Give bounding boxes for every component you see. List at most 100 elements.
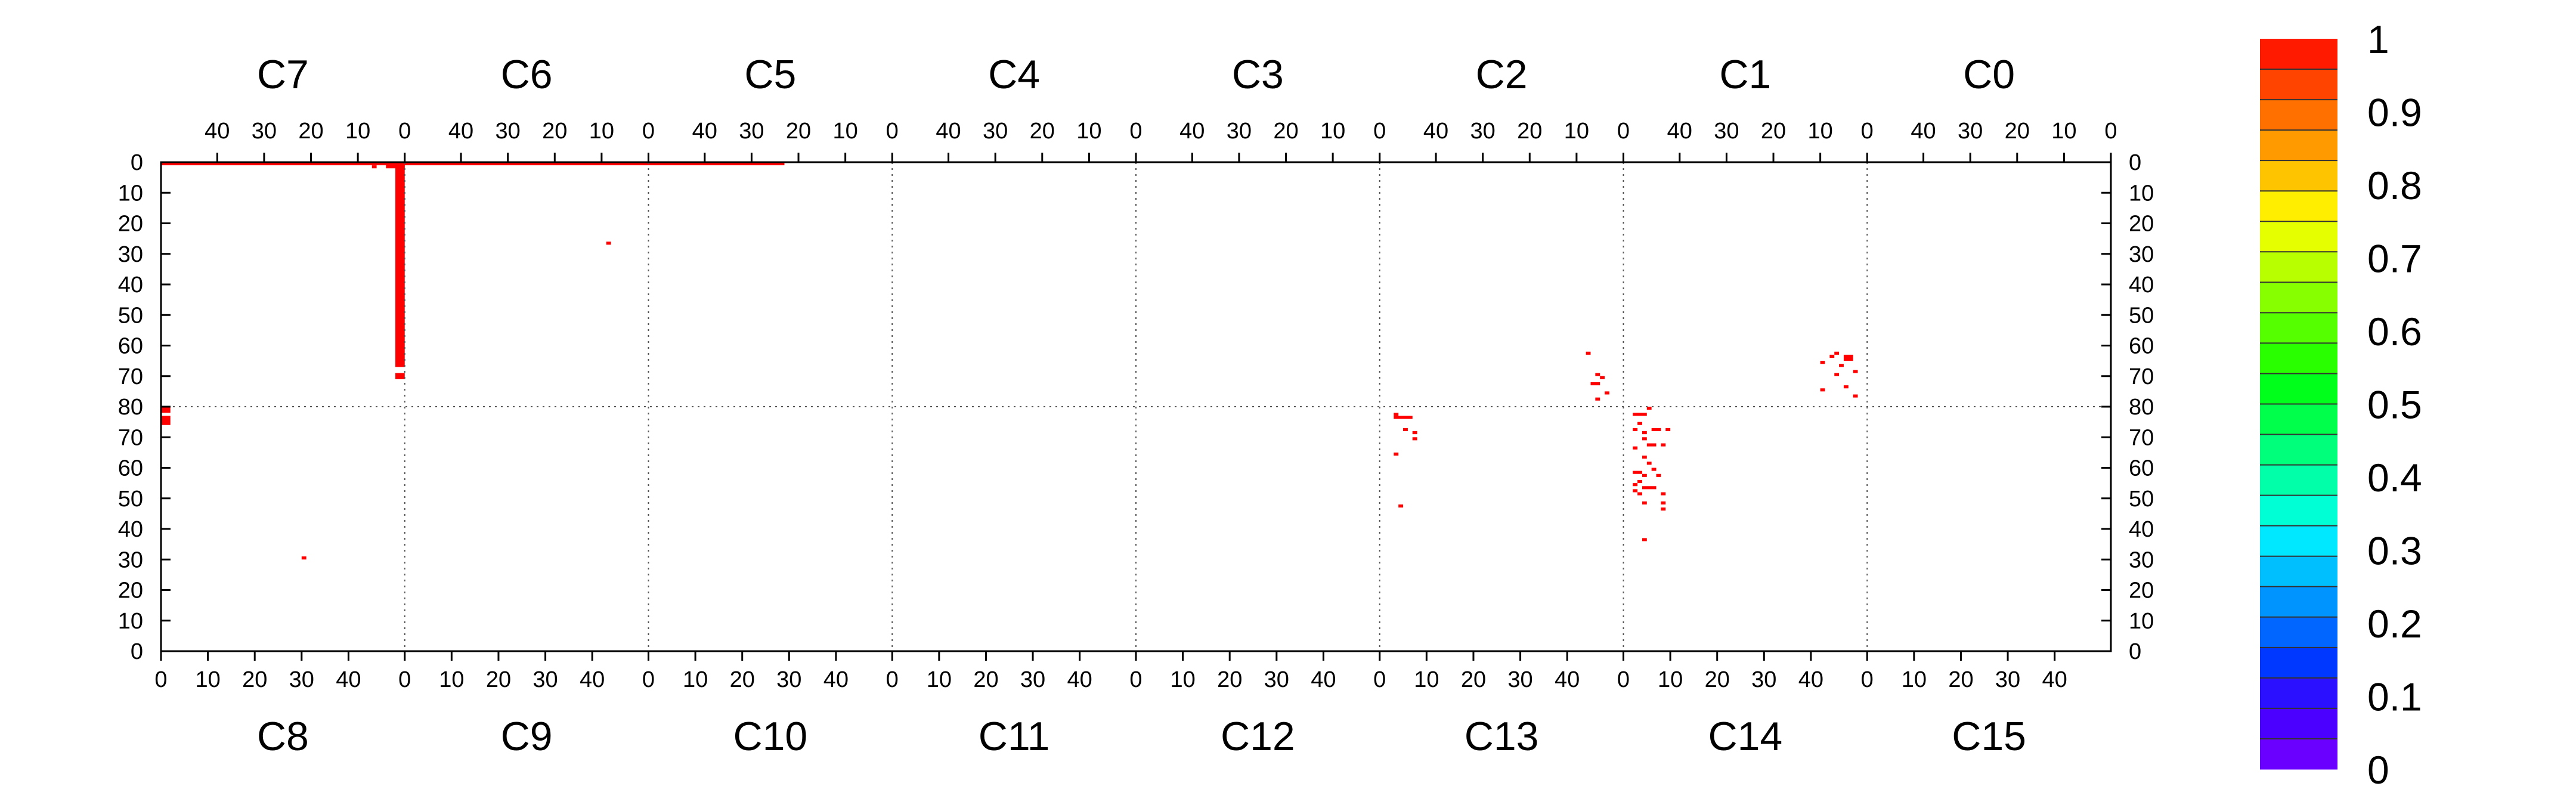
heatmap-cell [1646, 462, 1652, 465]
bottom-tick-label: 0 [886, 667, 899, 692]
heatmap-cell [1394, 416, 1413, 419]
top-tick-label: 0 [1129, 119, 1142, 144]
left-tick-label: 30 [118, 547, 143, 572]
top-tick-label: 40 [1911, 119, 1936, 144]
right-tick-label: 10 [2129, 609, 2154, 634]
bottom-tick-label: 20 [1217, 667, 1242, 692]
bottom-tick-label: 40 [1067, 667, 1092, 692]
bottom-tick-label: 10 [195, 667, 220, 692]
bottom-tick-label: 20 [730, 667, 755, 692]
bottom-section-label: C13 [1465, 714, 1539, 759]
heatmap-cell [161, 162, 405, 166]
heatmap-cell [1661, 501, 1666, 505]
bottom-tick-label: 0 [1373, 667, 1386, 692]
heatmap-cell [1403, 428, 1408, 432]
top-tick-label: 40 [692, 119, 717, 144]
colorbar-segment [2260, 312, 2337, 343]
top-section-label: C3 [1232, 52, 1284, 97]
heatmap-cell [1595, 373, 1600, 376]
heatmap-cell [1834, 373, 1840, 376]
top-tick-label: 40 [1423, 119, 1448, 144]
heatmap-cell [1642, 486, 1657, 490]
top-section-label: C6 [501, 52, 553, 97]
left-tick-label: 20 [118, 578, 143, 603]
heatmap-cell [1661, 492, 1666, 496]
colorbar-label: 0.2 [2367, 602, 2422, 646]
heatmap-cell [1633, 446, 1638, 450]
top-section-label: C4 [988, 52, 1040, 97]
heatmap-cell [1651, 428, 1661, 432]
top-tick-label: 30 [983, 119, 1008, 144]
colorbar-segment [2260, 39, 2337, 70]
left-tick-label: 0 [131, 150, 143, 175]
bottom-tick-label: 10 [439, 667, 464, 692]
left-tick-label: 70 [118, 364, 143, 389]
colorbar-segment [2260, 556, 2337, 587]
colorbar-segment [2260, 221, 2337, 252]
top-tick-label: 20 [1761, 119, 1786, 144]
top-section-label: C1 [1719, 52, 1771, 97]
heatmap-cells [161, 162, 1858, 560]
colorbar-label: 1 [2367, 17, 2389, 61]
colorbar-segment [2260, 160, 2337, 191]
bottom-tick-label: 20 [1948, 667, 1973, 692]
bottom-tick-label: 20 [1705, 667, 1730, 692]
heatmap-cell [301, 556, 306, 560]
section-labels: C7 C6 C5 C4 C3 C2 C1 C0 C8 C9 C10 C11 C12 C13 C14 C15 [257, 52, 2026, 759]
left-tick-label: 0 [131, 639, 143, 664]
right-tick-label: 0 [2129, 150, 2141, 175]
bottom-section-label: C14 [1708, 714, 1783, 759]
heatmap-cell [1600, 376, 1605, 379]
right-tick-label: 30 [2129, 242, 2154, 267]
colorbar-segment [2260, 708, 2337, 739]
bottom-tick-label: 0 [1861, 667, 1874, 692]
colorbar-label: 0.8 [2367, 163, 2422, 208]
top-tick-label: 0 [398, 119, 411, 144]
top-tick-label: 20 [298, 119, 323, 144]
top-tick-label: 30 [1227, 119, 1252, 144]
heatmap-cell [161, 416, 171, 425]
colorbar-segment [2260, 343, 2337, 374]
top-tick-label: 30 [1958, 119, 1983, 144]
right-tick-label: 80 [2129, 395, 2154, 420]
heatmap-cell [1637, 480, 1642, 484]
right-tick-label: 60 [2129, 456, 2154, 481]
right-tick-label: 40 [2129, 517, 2154, 542]
heatmap-cell [1642, 437, 1647, 441]
top-tick-label: 10 [1076, 119, 1101, 144]
bottom-tick-label: 40 [1311, 667, 1336, 692]
bottom-tick-label: 30 [1751, 667, 1776, 692]
right-tick-label: 60 [2129, 334, 2154, 359]
bottom-section-label: C11 [979, 714, 1050, 759]
bottom-tick-label: 40 [2042, 667, 2067, 692]
top-tick-label: 10 [345, 119, 370, 144]
heatmap-cell [1820, 361, 1825, 364]
colorbar-segment [2260, 525, 2337, 557]
bottom-tick-label: 40 [336, 667, 361, 692]
top-tick-label: 30 [739, 119, 764, 144]
bottom-tick-label: 30 [1020, 667, 1045, 692]
colorbar-label: 0 [2367, 748, 2389, 792]
colorbar-segment [2260, 434, 2337, 466]
colorbar-label: 0.5 [2367, 383, 2422, 427]
heatmap-cell [371, 165, 377, 169]
heatmap-cell [1590, 382, 1600, 386]
top-tick-label: 10 [589, 119, 614, 144]
bottom-section-label: C9 [501, 714, 553, 759]
top-tick-label: 10 [1808, 119, 1833, 144]
top-section-label: C2 [1476, 52, 1528, 97]
heatmap-cell [1661, 507, 1666, 511]
heatmap-cell [1853, 370, 1858, 373]
heatmap-cell [395, 162, 405, 367]
colorbar-segment [2260, 738, 2337, 770]
left-tick-label: 80 [118, 395, 143, 420]
right-tick-label: 50 [2129, 487, 2154, 512]
colorbar-segment [2260, 677, 2337, 709]
right-tick-label: 30 [2129, 547, 2154, 572]
heatmap-cell [1412, 437, 1417, 441]
colorbar-label: 0.4 [2367, 456, 2422, 500]
heatmap-cell [1633, 413, 1647, 416]
bottom-tick-label: 0 [642, 667, 655, 692]
colorbar-segment [2260, 373, 2337, 404]
bottom-section-label: C8 [257, 714, 309, 759]
